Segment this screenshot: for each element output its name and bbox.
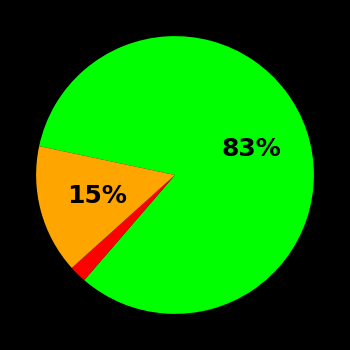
Wedge shape [39, 36, 314, 314]
Text: 15%: 15% [67, 184, 127, 208]
Text: 83%: 83% [222, 137, 281, 161]
Wedge shape [72, 175, 175, 280]
Wedge shape [36, 146, 175, 268]
